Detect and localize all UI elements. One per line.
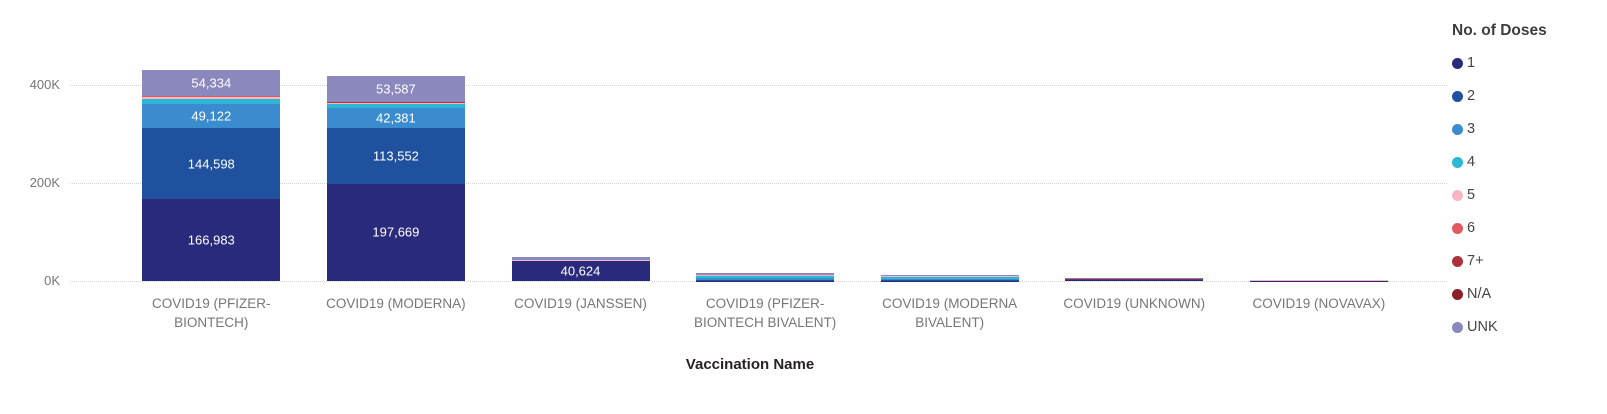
legend-color-dot-icon xyxy=(1452,57,1463,69)
legend-color-dot-icon xyxy=(1452,90,1463,102)
bar-6[interactable] xyxy=(1065,278,1204,281)
bar-segment-dose-UNK[interactable] xyxy=(511,256,650,260)
data-label: 53,587 xyxy=(376,81,416,97)
legend-color-dot-icon xyxy=(1452,123,1463,135)
legend-item-label: 2 xyxy=(1467,88,1476,104)
x-category-label: COVID19 (JANSSEN) xyxy=(514,296,647,311)
bar-segment-dose-5[interactable] xyxy=(326,102,465,104)
data-label: 197,669 xyxy=(372,224,420,240)
x-axis-title: Vaccination Name xyxy=(685,356,815,373)
legend-item-dose-6[interactable]: 6 xyxy=(1452,212,1475,245)
legend-item-label: 1 xyxy=(1467,55,1476,71)
bar-segment-dose-1[interactable]: 197,669 xyxy=(326,184,465,281)
y-gridline xyxy=(70,183,1447,184)
legend-item-label: 4 xyxy=(1467,154,1476,170)
bar-7[interactable] xyxy=(1249,280,1388,281)
x-category-label: COVID19 (MODERNA BIVALENT) xyxy=(882,296,1018,330)
bar-segment-dose-5[interactable] xyxy=(696,275,835,277)
bar-segment-dose-2[interactable] xyxy=(696,280,835,281)
legend-item-dose-4[interactable]: 4 xyxy=(1452,146,1475,179)
bar-segment-dose-2[interactable]: 144,598 xyxy=(142,128,281,200)
data-label: 49,122 xyxy=(191,108,232,124)
bar-segment-dose-2[interactable]: 113,552 xyxy=(326,128,465,185)
legend-item-dose-1[interactable]: 1 xyxy=(1452,47,1475,80)
legend-title: No. of Doses xyxy=(1452,22,1547,39)
bar-segment-dose-4[interactable] xyxy=(880,277,1019,280)
bar-segment-dose-4[interactable] xyxy=(326,104,465,108)
x-category-label: COVID19 (PFIZER-BIONTECH BIVALENT) xyxy=(693,296,837,330)
bar-segment-dose-3[interactable] xyxy=(880,279,1019,281)
x-category-label: COVID19 (UNKNOWN) xyxy=(1063,296,1206,311)
y-axis-tick-label: 400K xyxy=(29,77,60,92)
legend-item-label: 3 xyxy=(1467,121,1476,137)
bar-segment-dose-1[interactable]: 166,983 xyxy=(142,199,281,281)
data-label: 166,983 xyxy=(187,232,235,248)
bar-segment-dose-4[interactable] xyxy=(142,98,281,105)
bar-segment-dose-1[interactable]: 40,624 xyxy=(511,261,650,281)
bar-4[interactable] xyxy=(696,273,835,281)
y-axis-tick-label: 200K xyxy=(29,175,60,190)
legend-item-dose-3[interactable]: 3 xyxy=(1452,113,1475,146)
data-label: 40,624 xyxy=(560,263,601,279)
bar-segment-dose-4[interactable] xyxy=(696,276,835,279)
bar-segment-dose-UNK[interactable]: 54,334 xyxy=(142,69,281,97)
x-category-label: COVID19 (MODERNA) xyxy=(326,296,466,311)
legend-color-dot-icon xyxy=(1452,321,1463,333)
bar-1[interactable]: 54,334 49,122 144,598 166,983 xyxy=(142,69,281,281)
legend-color-dot-icon xyxy=(1452,255,1463,267)
legend-item-dose-N/A[interactable]: N/A xyxy=(1452,278,1491,311)
bar-2[interactable]: 53,587 42,381 113,552 197,669 xyxy=(326,76,465,281)
x-category-label: COVID19 (NOVAVAX) xyxy=(1252,296,1386,311)
bar-segment-dose-3[interactable] xyxy=(696,278,835,281)
bar-segment-dose-UNK[interactable] xyxy=(880,274,1019,276)
bar-segment-dose-3[interactable]: 42,381 xyxy=(326,107,465,129)
legend-color-dot-icon xyxy=(1452,156,1463,168)
bar-5[interactable] xyxy=(880,274,1019,281)
bar-segment-dose-1[interactable] xyxy=(1065,280,1204,281)
y-gridline xyxy=(70,85,1447,86)
legend-item-label: N/A xyxy=(1467,286,1492,302)
legend-item-label: 7+ xyxy=(1467,253,1484,269)
data-label: 42,381 xyxy=(376,110,416,126)
legend-item-dose-2[interactable]: 2 xyxy=(1452,80,1475,113)
bar-segment-dose-UNK[interactable] xyxy=(696,273,835,275)
legend-item-dose-5[interactable]: 5 xyxy=(1452,179,1475,212)
legend: No. of Doses 1 2 3 4 5 6 7+ N/A UNK xyxy=(1435,0,1607,414)
data-label: 54,334 xyxy=(191,75,232,91)
legend-item-dose-7+[interactable]: 7+ xyxy=(1452,245,1484,278)
bar-segment-dose-3[interactable]: 49,122 xyxy=(142,104,281,129)
bar-segment-dose-2[interactable] xyxy=(1065,278,1204,281)
data-label: 144,598 xyxy=(187,156,235,172)
legend-color-dot-icon xyxy=(1452,288,1463,300)
legend-color-dot-icon xyxy=(1452,222,1463,234)
legend-item-label: 5 xyxy=(1467,187,1476,203)
legend-color-dot-icon xyxy=(1452,189,1463,201)
bar-segment-dose-5[interactable] xyxy=(880,276,1019,278)
y-axis-tick-label: 0K xyxy=(44,273,60,288)
legend-item-label: 6 xyxy=(1467,220,1476,236)
bar-segment-dose-5[interactable] xyxy=(142,96,281,99)
bar-segment-dose-UNK[interactable]: 53,587 xyxy=(326,76,465,103)
legend-item-dose-UNK[interactable]: UNK xyxy=(1452,311,1498,344)
y-gridline xyxy=(70,281,1447,282)
data-label: 113,552 xyxy=(372,148,419,164)
legend-item-label: UNK xyxy=(1467,319,1498,335)
bar-3[interactable]: 40,624 xyxy=(511,256,650,281)
x-category-label: COVID19 (PFIZER-BIONTECH) xyxy=(152,296,271,330)
